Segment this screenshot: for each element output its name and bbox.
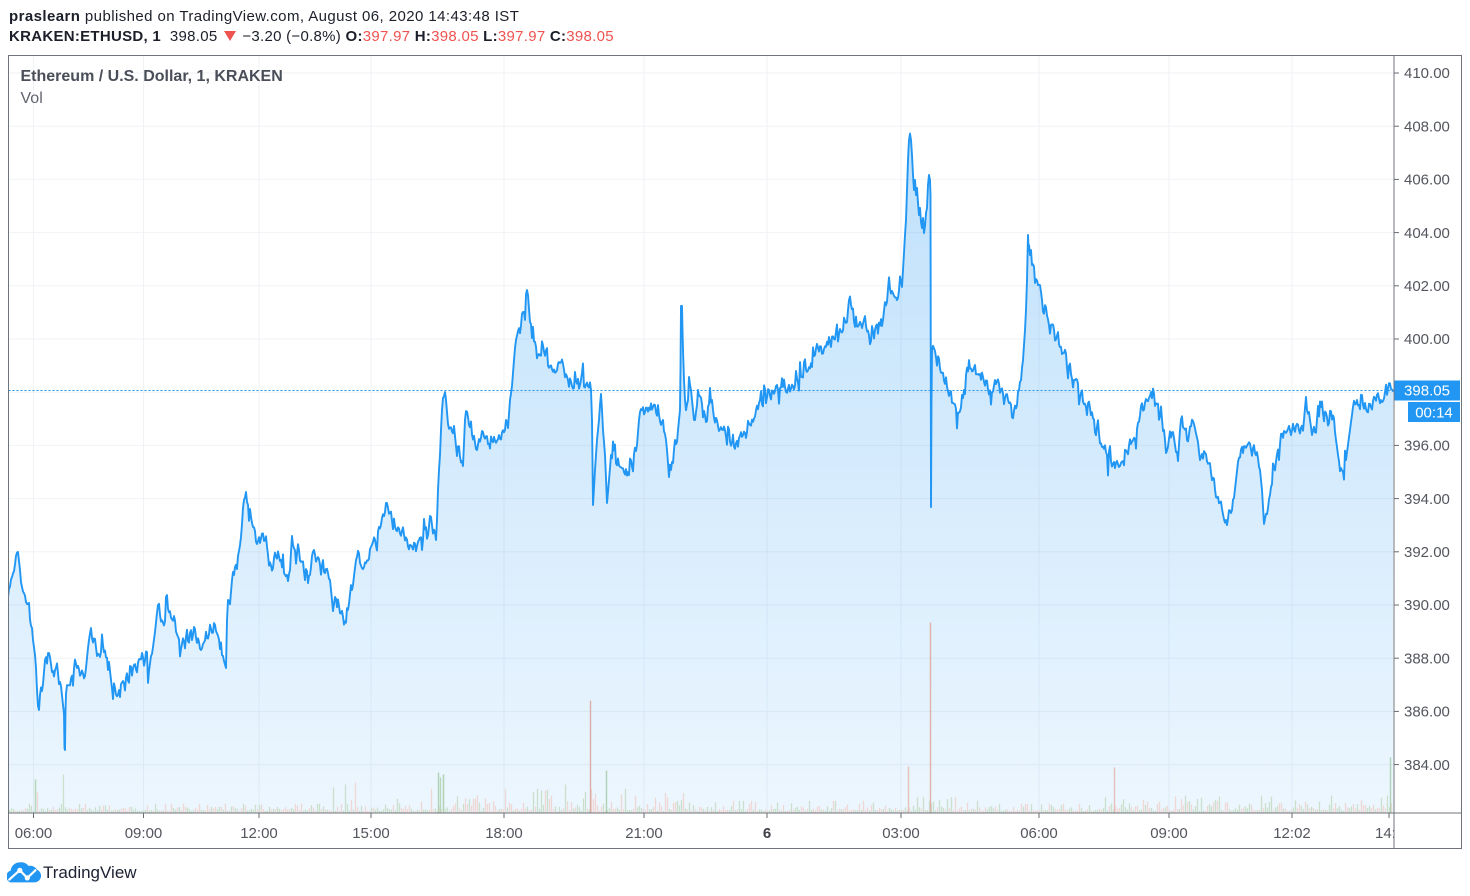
- svg-text:12:00: 12:00: [240, 825, 278, 842]
- svg-text:09:00: 09:00: [1150, 825, 1188, 842]
- svg-text:06:00: 06:00: [1020, 825, 1058, 842]
- svg-text:402.00: 402.00: [1404, 278, 1450, 295]
- svg-text:14:4: 14:4: [1375, 825, 1404, 842]
- svg-text:404.00: 404.00: [1404, 225, 1450, 242]
- svg-text:396.00: 396.00: [1404, 438, 1450, 455]
- svg-text:12:02: 12:02: [1273, 825, 1311, 842]
- svg-text:392.00: 392.00: [1404, 544, 1450, 561]
- svg-text:408.00: 408.00: [1404, 118, 1450, 135]
- svg-text:06:00: 06:00: [15, 825, 53, 842]
- svg-text:18:00: 18:00: [485, 825, 523, 842]
- svg-text:Ethereum / U.S. Dollar, 1, KRA: Ethereum / U.S. Dollar, 1, KRAKEN: [21, 68, 283, 85]
- svg-text:400.00: 400.00: [1404, 331, 1450, 348]
- svg-text:Vol: Vol: [21, 90, 43, 107]
- svg-text:6: 6: [763, 825, 771, 842]
- svg-text:406.00: 406.00: [1404, 172, 1450, 189]
- svg-text:384.00: 384.00: [1404, 757, 1450, 774]
- svg-text:410.00: 410.00: [1404, 65, 1450, 82]
- svg-text:03:00: 03:00: [882, 825, 920, 842]
- svg-text:388.00: 388.00: [1404, 650, 1450, 667]
- svg-text:394.00: 394.00: [1404, 491, 1450, 508]
- svg-text:390.00: 390.00: [1404, 597, 1450, 614]
- svg-text:09:00: 09:00: [125, 825, 163, 842]
- svg-text:21:00: 21:00: [625, 825, 663, 842]
- svg-text:00:14: 00:14: [1415, 404, 1453, 421]
- svg-text:15:00: 15:00: [352, 825, 390, 842]
- svg-text:386.00: 386.00: [1404, 704, 1450, 721]
- svg-text:398.05: 398.05: [1404, 383, 1450, 400]
